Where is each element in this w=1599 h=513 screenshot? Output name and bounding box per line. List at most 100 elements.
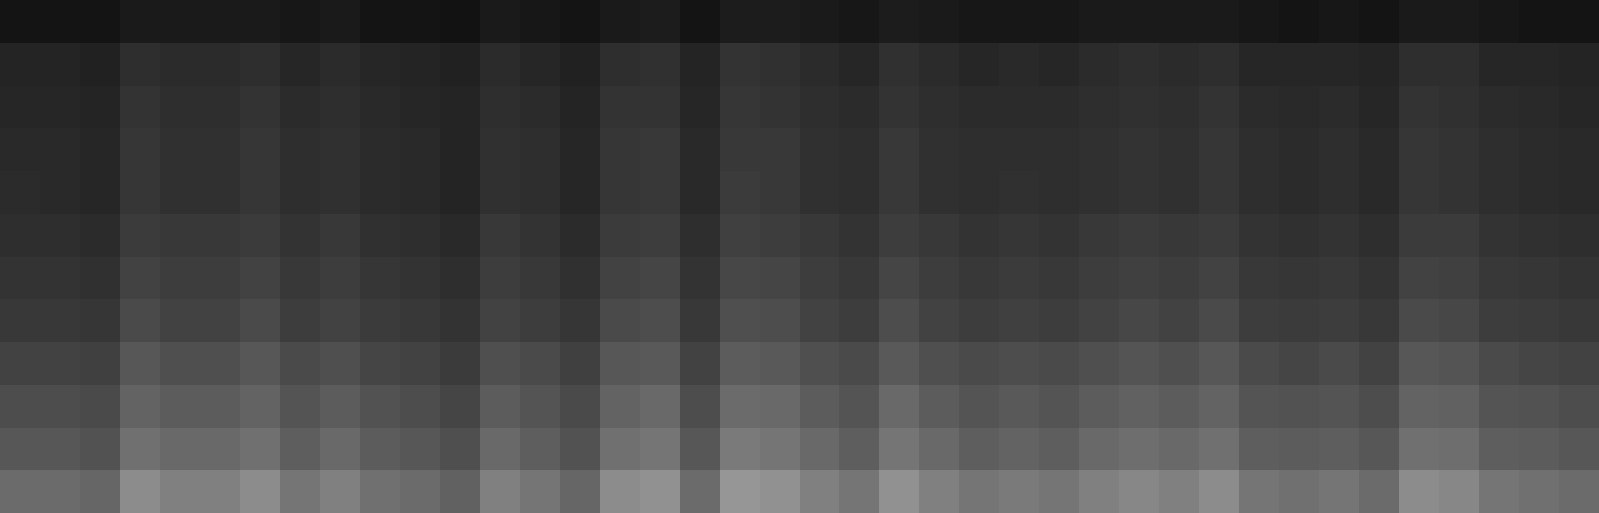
cell xyxy=(1359,171,1399,214)
cell xyxy=(240,342,280,385)
cell xyxy=(680,128,720,171)
cell xyxy=(879,214,919,257)
cell xyxy=(480,86,520,128)
cell xyxy=(1159,470,1199,513)
cell xyxy=(520,0,560,43)
cell xyxy=(1199,342,1239,385)
cell xyxy=(800,43,839,86)
cell xyxy=(760,428,800,470)
cell xyxy=(560,128,600,171)
cell xyxy=(1559,342,1599,385)
cell xyxy=(839,470,879,513)
cell xyxy=(680,214,720,257)
cell xyxy=(40,299,80,342)
cell xyxy=(280,428,320,470)
cell xyxy=(1439,214,1479,257)
cell xyxy=(1159,257,1199,299)
cell xyxy=(959,385,999,428)
cell xyxy=(1279,171,1319,214)
cell xyxy=(120,257,160,299)
cell xyxy=(1399,342,1439,385)
cell xyxy=(160,214,200,257)
cell xyxy=(0,0,40,43)
cell xyxy=(1199,299,1239,342)
cell xyxy=(1119,171,1159,214)
cell xyxy=(720,299,760,342)
cell xyxy=(80,257,120,299)
cell xyxy=(1399,470,1439,513)
cell xyxy=(80,342,120,385)
cell xyxy=(1319,257,1359,299)
cell xyxy=(120,128,160,171)
cell xyxy=(600,257,640,299)
cell xyxy=(760,299,800,342)
cell xyxy=(80,43,120,86)
cell xyxy=(1279,0,1319,43)
cell xyxy=(600,0,640,43)
cell xyxy=(1559,86,1599,128)
cell xyxy=(1519,43,1559,86)
cell xyxy=(720,86,760,128)
cell xyxy=(440,43,480,86)
cell xyxy=(480,470,520,513)
cell xyxy=(760,214,800,257)
cell xyxy=(959,214,999,257)
cell xyxy=(520,214,560,257)
cell xyxy=(1239,214,1279,257)
cell xyxy=(839,257,879,299)
cell xyxy=(0,128,40,171)
cell xyxy=(1279,385,1319,428)
cell xyxy=(1359,342,1399,385)
cell xyxy=(1119,385,1159,428)
cell xyxy=(800,86,839,128)
cell xyxy=(360,342,400,385)
cells xyxy=(0,0,1599,513)
cell xyxy=(1239,299,1279,342)
cell xyxy=(200,257,240,299)
cell xyxy=(919,86,959,128)
cell xyxy=(120,43,160,86)
cell xyxy=(1559,257,1599,299)
cell xyxy=(1199,128,1239,171)
cell xyxy=(1159,86,1199,128)
cell xyxy=(1519,299,1559,342)
cell xyxy=(720,342,760,385)
cell xyxy=(1039,257,1079,299)
cell xyxy=(320,470,360,513)
cell xyxy=(1239,86,1279,128)
cell xyxy=(720,257,760,299)
cell xyxy=(959,342,999,385)
cell xyxy=(0,385,40,428)
cell xyxy=(1319,342,1359,385)
cell xyxy=(1279,342,1319,385)
spectrogram xyxy=(0,0,1599,513)
cell xyxy=(1399,428,1439,470)
cell xyxy=(1359,385,1399,428)
cell xyxy=(0,342,40,385)
cell xyxy=(1119,128,1159,171)
cell xyxy=(959,470,999,513)
cell xyxy=(1039,470,1079,513)
cell xyxy=(600,385,640,428)
cell xyxy=(879,342,919,385)
cell xyxy=(1159,43,1199,86)
cell xyxy=(879,385,919,428)
cell xyxy=(200,299,240,342)
cell xyxy=(1079,299,1119,342)
cell xyxy=(640,86,680,128)
cell xyxy=(160,0,200,43)
cell xyxy=(240,86,280,128)
cell xyxy=(560,385,600,428)
cell xyxy=(800,171,839,214)
cell xyxy=(1159,0,1199,43)
cell xyxy=(320,214,360,257)
cell xyxy=(1239,257,1279,299)
cell xyxy=(959,86,999,128)
cell xyxy=(760,86,800,128)
cell xyxy=(1399,385,1439,428)
cell xyxy=(1479,257,1519,299)
cell xyxy=(1519,171,1559,214)
cell xyxy=(1359,470,1399,513)
cell xyxy=(520,43,560,86)
cell xyxy=(560,299,600,342)
